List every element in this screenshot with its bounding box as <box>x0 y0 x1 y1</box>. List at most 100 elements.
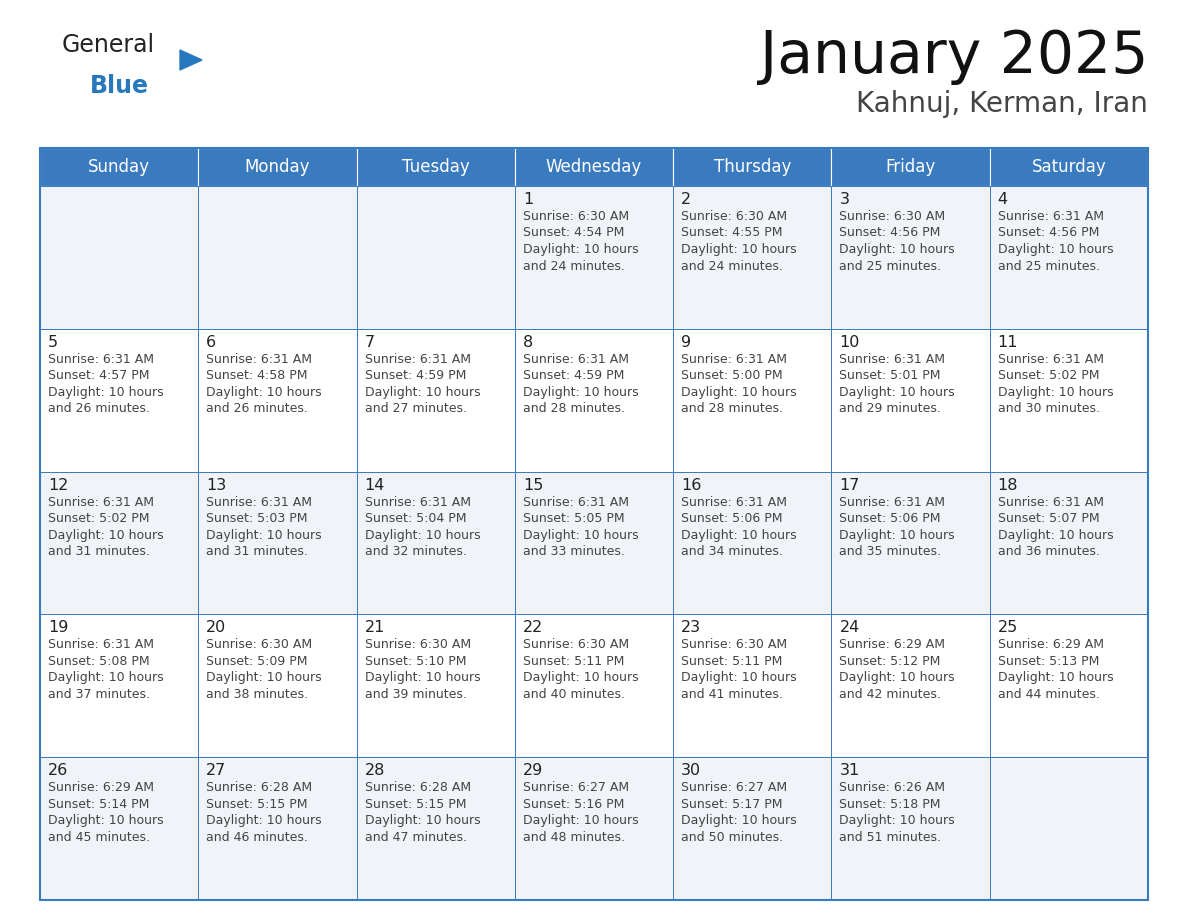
Text: Sunrise: 6:31 AM: Sunrise: 6:31 AM <box>365 496 470 509</box>
Bar <box>674 614 832 757</box>
Bar <box>356 614 514 757</box>
Text: Sunrise: 6:31 AM: Sunrise: 6:31 AM <box>998 496 1104 509</box>
Polygon shape <box>181 50 202 70</box>
Text: 9: 9 <box>681 335 691 350</box>
Text: Daylight: 10 hours: Daylight: 10 hours <box>681 814 797 827</box>
Text: Sunrise: 6:31 AM: Sunrise: 6:31 AM <box>998 210 1104 223</box>
Text: Sunrise: 6:30 AM: Sunrise: 6:30 AM <box>523 638 628 652</box>
Text: Daylight: 10 hours: Daylight: 10 hours <box>365 671 480 685</box>
Text: Daylight: 10 hours: Daylight: 10 hours <box>365 386 480 398</box>
Text: Sunrise: 6:30 AM: Sunrise: 6:30 AM <box>681 638 788 652</box>
Text: Sunrise: 6:28 AM: Sunrise: 6:28 AM <box>365 781 470 794</box>
Text: and 36 minutes.: and 36 minutes. <box>998 545 1100 558</box>
Text: and 26 minutes.: and 26 minutes. <box>48 402 150 415</box>
Text: Sunrise: 6:31 AM: Sunrise: 6:31 AM <box>207 496 312 509</box>
Bar <box>832 148 990 186</box>
Bar <box>990 614 1148 757</box>
Text: Daylight: 10 hours: Daylight: 10 hours <box>998 529 1113 542</box>
Text: Sunrise: 6:29 AM: Sunrise: 6:29 AM <box>840 638 946 652</box>
Text: Daylight: 10 hours: Daylight: 10 hours <box>840 529 955 542</box>
Text: 25: 25 <box>998 621 1018 635</box>
Text: Daylight: 10 hours: Daylight: 10 hours <box>207 529 322 542</box>
Text: January 2025: January 2025 <box>759 28 1148 85</box>
Text: Sunset: 4:59 PM: Sunset: 4:59 PM <box>365 369 466 382</box>
Text: Thursday: Thursday <box>714 158 791 176</box>
Text: and 30 minutes.: and 30 minutes. <box>998 402 1100 415</box>
Text: Sunrise: 6:27 AM: Sunrise: 6:27 AM <box>523 781 628 794</box>
Text: Daylight: 10 hours: Daylight: 10 hours <box>998 671 1113 685</box>
Text: Kahnuj, Kerman, Iran: Kahnuj, Kerman, Iran <box>857 90 1148 118</box>
Text: Sunrise: 6:30 AM: Sunrise: 6:30 AM <box>207 638 312 652</box>
Text: Sunset: 5:17 PM: Sunset: 5:17 PM <box>681 798 783 811</box>
Text: Daylight: 10 hours: Daylight: 10 hours <box>207 386 322 398</box>
Text: Sunset: 5:12 PM: Sunset: 5:12 PM <box>840 655 941 668</box>
Text: Sunset: 5:04 PM: Sunset: 5:04 PM <box>365 512 466 525</box>
Text: 29: 29 <box>523 763 543 778</box>
Text: Sunset: 5:18 PM: Sunset: 5:18 PM <box>840 798 941 811</box>
Bar <box>990 148 1148 186</box>
Text: 14: 14 <box>365 477 385 493</box>
Text: 11: 11 <box>998 335 1018 350</box>
Text: Sunset: 5:10 PM: Sunset: 5:10 PM <box>365 655 466 668</box>
Text: Sunrise: 6:31 AM: Sunrise: 6:31 AM <box>681 353 788 365</box>
Bar <box>356 148 514 186</box>
Text: 27: 27 <box>207 763 227 778</box>
Text: and 38 minutes.: and 38 minutes. <box>207 688 308 701</box>
Text: and 32 minutes.: and 32 minutes. <box>365 545 467 558</box>
Text: Sunrise: 6:29 AM: Sunrise: 6:29 AM <box>48 781 154 794</box>
Text: 5: 5 <box>48 335 58 350</box>
Bar <box>198 329 356 472</box>
Bar <box>198 757 356 900</box>
Text: 23: 23 <box>681 621 701 635</box>
Text: 18: 18 <box>998 477 1018 493</box>
Text: Sunset: 5:13 PM: Sunset: 5:13 PM <box>998 655 1099 668</box>
Text: Sunset: 4:55 PM: Sunset: 4:55 PM <box>681 227 783 240</box>
Text: Daylight: 10 hours: Daylight: 10 hours <box>207 814 322 827</box>
Text: Wednesday: Wednesday <box>545 158 643 176</box>
Text: Daylight: 10 hours: Daylight: 10 hours <box>998 243 1113 256</box>
Text: 12: 12 <box>48 477 69 493</box>
Text: Sunrise: 6:31 AM: Sunrise: 6:31 AM <box>48 638 154 652</box>
Text: Sunset: 5:15 PM: Sunset: 5:15 PM <box>365 798 466 811</box>
Text: Sunrise: 6:31 AM: Sunrise: 6:31 AM <box>207 353 312 365</box>
Text: 4: 4 <box>998 192 1007 207</box>
Text: and 50 minutes.: and 50 minutes. <box>681 831 783 844</box>
Text: 3: 3 <box>840 192 849 207</box>
Bar <box>674 148 832 186</box>
Text: Sunset: 5:14 PM: Sunset: 5:14 PM <box>48 798 150 811</box>
Bar <box>990 757 1148 900</box>
Text: Sunrise: 6:28 AM: Sunrise: 6:28 AM <box>207 781 312 794</box>
Text: and 33 minutes.: and 33 minutes. <box>523 545 625 558</box>
Text: and 42 minutes.: and 42 minutes. <box>840 688 941 701</box>
Text: 17: 17 <box>840 477 860 493</box>
Bar <box>40 148 1148 900</box>
Text: Sunset: 5:11 PM: Sunset: 5:11 PM <box>681 655 783 668</box>
Bar <box>40 148 198 186</box>
Text: and 25 minutes.: and 25 minutes. <box>840 260 941 273</box>
Text: 31: 31 <box>840 763 860 778</box>
Text: Sunset: 5:02 PM: Sunset: 5:02 PM <box>48 512 150 525</box>
Text: Sunrise: 6:30 AM: Sunrise: 6:30 AM <box>681 210 788 223</box>
Text: Sunrise: 6:31 AM: Sunrise: 6:31 AM <box>681 496 788 509</box>
Bar <box>356 186 514 329</box>
Text: Sunrise: 6:31 AM: Sunrise: 6:31 AM <box>523 353 628 365</box>
Bar <box>990 186 1148 329</box>
Text: Monday: Monday <box>245 158 310 176</box>
Bar <box>674 329 832 472</box>
Text: Daylight: 10 hours: Daylight: 10 hours <box>523 529 638 542</box>
Text: and 46 minutes.: and 46 minutes. <box>207 831 308 844</box>
Bar <box>514 757 674 900</box>
Text: 15: 15 <box>523 477 543 493</box>
Text: 1: 1 <box>523 192 533 207</box>
Text: and 26 minutes.: and 26 minutes. <box>207 402 308 415</box>
Text: 13: 13 <box>207 477 227 493</box>
Text: Daylight: 10 hours: Daylight: 10 hours <box>681 243 797 256</box>
Text: Daylight: 10 hours: Daylight: 10 hours <box>840 814 955 827</box>
Text: and 37 minutes.: and 37 minutes. <box>48 688 150 701</box>
Text: Sunrise: 6:29 AM: Sunrise: 6:29 AM <box>998 638 1104 652</box>
Text: 7: 7 <box>365 335 374 350</box>
Bar <box>514 186 674 329</box>
Text: General: General <box>62 33 156 57</box>
Text: and 28 minutes.: and 28 minutes. <box>681 402 783 415</box>
Text: and 27 minutes.: and 27 minutes. <box>365 402 467 415</box>
